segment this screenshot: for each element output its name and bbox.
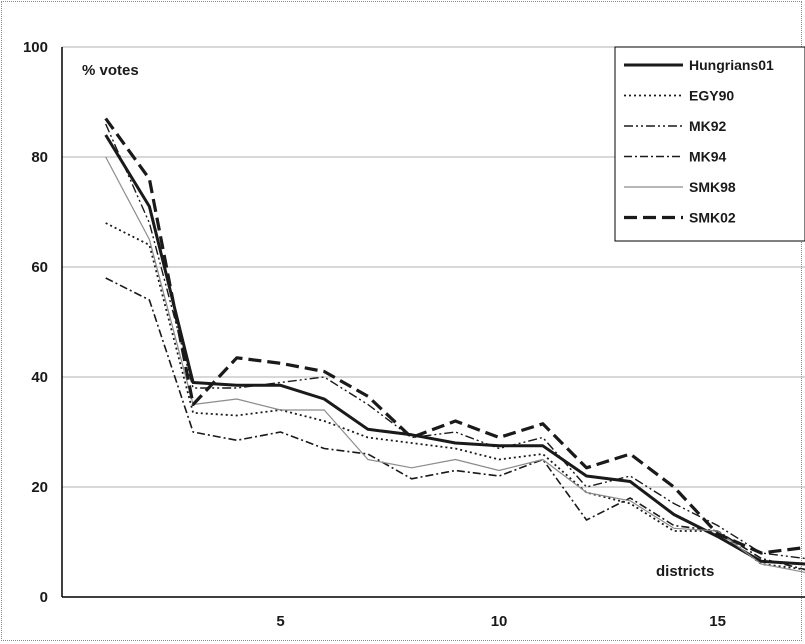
y-tick-label: 20 [31,479,48,496]
legend-label: MK94 [689,149,727,165]
y-tick-label: 40 [31,369,48,386]
series-line-smk02 [104,117,805,555]
x-tick-label: 5 [276,613,284,630]
legend: Hungrians01 EGY90 MK92 MK94 SMK98 SMK02 [614,46,805,242]
series-line-smk98 [105,156,805,573]
legend-label: Hungrians01 [689,57,774,73]
legend-label: SMK02 [689,210,736,226]
x-axis-label: districts [656,563,714,580]
series-lines [104,117,805,573]
x-tick-label: 15 [709,613,726,630]
legend-label: MK92 [689,118,727,134]
tick-labels: 0 20 40 60 80 100 5 10 15 [23,39,726,630]
series-line-mk92 [105,123,805,560]
legend-box [614,46,805,242]
legend-label: SMK98 [689,179,736,195]
legend-label: EGY90 [689,88,734,104]
y-axis-label: % votes [82,62,139,79]
y-tick-label: 100 [23,39,48,56]
y-tick-label: 0 [40,589,48,606]
series-line-mk94 [105,277,805,571]
axes [61,47,805,598]
series-line-egy90 [105,222,805,571]
y-tick-label: 60 [31,259,48,276]
y-tick-label: 80 [31,149,48,166]
x-tick-label: 10 [491,613,508,630]
series-line-hungrians01 [104,134,805,566]
